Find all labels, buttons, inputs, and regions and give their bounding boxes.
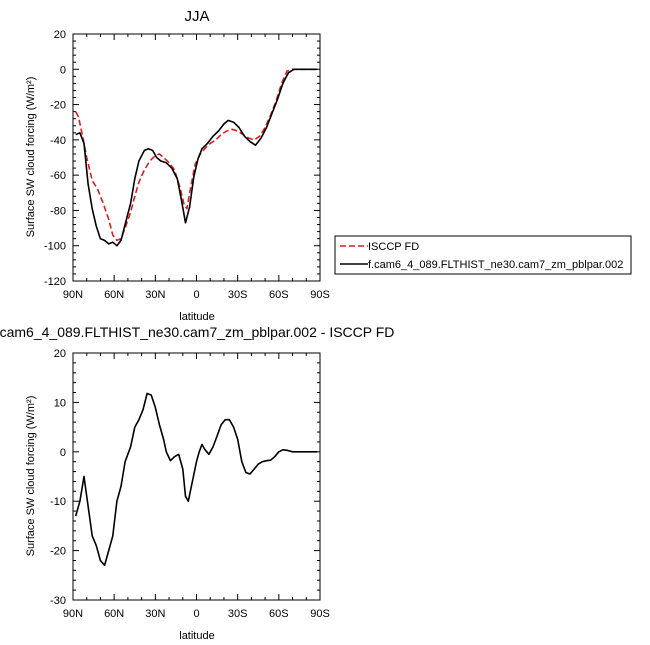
bottom-chart-title: cam6_4_089.FLTHIST_ne30.cam7_zm_pblpar.0…	[0, 324, 394, 340]
top-chart-x-tick-label: 0	[193, 289, 199, 301]
bottom-chart-y-axis-label: Surface SW cloud forcing (W/m²)	[25, 396, 37, 557]
top-chart-series-line-0	[74, 68, 318, 242]
top-chart-series-line-1	[75, 68, 318, 247]
legend-label-model: f.cam6_4_089.FLTHIST_ne30.cam7_zm_pblpar…	[368, 259, 623, 271]
top-chart-x-axis-label: latitude	[179, 311, 214, 323]
top-chart-title: JJA	[184, 8, 209, 25]
bottom-chart-x-tick-label: 30S	[228, 608, 248, 620]
legend-label-isccp: ISCCP FD	[368, 241, 419, 253]
bottom-chart-plot-area: 90N 60N 30N 0 30S 60S 90S 20 10 0 -10 -20 -30	[50, 348, 330, 620]
bottom-chart-x-tick-label: 90S	[310, 608, 330, 620]
bottom-chart-series-line-0	[74, 392, 318, 567]
top-chart-y-axis-label: Surface SW cloud forcing (W/m²)	[25, 77, 37, 238]
top-chart-y-tick-label: -20	[50, 100, 66, 112]
top-chart-x-tick-label: 60N	[104, 289, 124, 301]
top-chart: JJA Surface SW cloud forcing (W/m²) lati…	[25, 8, 330, 323]
bottom-chart-y-tick-label: 10	[54, 397, 66, 409]
bottom-chart-x-tick-label: 30N	[145, 608, 165, 620]
top-chart-y-tick-label: -120	[44, 276, 66, 288]
bottom-chart-y-tick-label: 20	[54, 348, 66, 360]
bottom-chart-y-tick-label: 0	[60, 447, 66, 459]
top-chart-y-tick-label: 20	[54, 29, 66, 41]
top-chart-legend: ISCCP FD f.cam6_4_089.FLTHIST_ne30.cam7_…	[334, 235, 632, 275]
bottom-chart-x-tick-label: 90N	[63, 608, 83, 620]
bottom-chart-x-tick-label: 60N	[104, 608, 124, 620]
bottom-chart-x-tick-label: 0	[193, 608, 199, 620]
top-chart-y-tick-label: -80	[50, 205, 66, 217]
top-chart-x-tick-label: 30N	[145, 289, 165, 301]
bottom-chart-y-tick-label: -20	[50, 546, 66, 558]
top-chart-y-tick-label: -40	[50, 135, 66, 147]
bottom-chart-frame	[72, 352, 321, 601]
top-chart-plot-area: 90N 60N 30N 0 30S 60S 90S 20 0 -20 -40 -60 -80 -100 -1…	[44, 29, 330, 301]
top-chart-x-tick-label: 90S	[310, 289, 330, 301]
bottom-chart-y-tick-label: -30	[50, 595, 66, 607]
bottom-chart-x-axis-label: latitude	[179, 630, 214, 642]
top-chart-x-tick-label: 60S	[269, 289, 289, 301]
top-chart-y-tick-label: 0	[60, 64, 66, 76]
bottom-chart: cam6_4_089.FLTHIST_ne30.cam7_zm_pblpar.0…	[0, 324, 394, 642]
bottom-chart-y-tick-label: -10	[50, 496, 66, 508]
top-chart-y-tick-label: -100	[44, 241, 66, 253]
bottom-chart-x-tick-label: 60S	[269, 608, 289, 620]
top-chart-y-tick-label: -60	[50, 170, 66, 182]
top-chart-x-tick-label: 90N	[63, 289, 83, 301]
legend-box	[334, 235, 632, 275]
top-chart-x-tick-label: 30S	[228, 289, 248, 301]
